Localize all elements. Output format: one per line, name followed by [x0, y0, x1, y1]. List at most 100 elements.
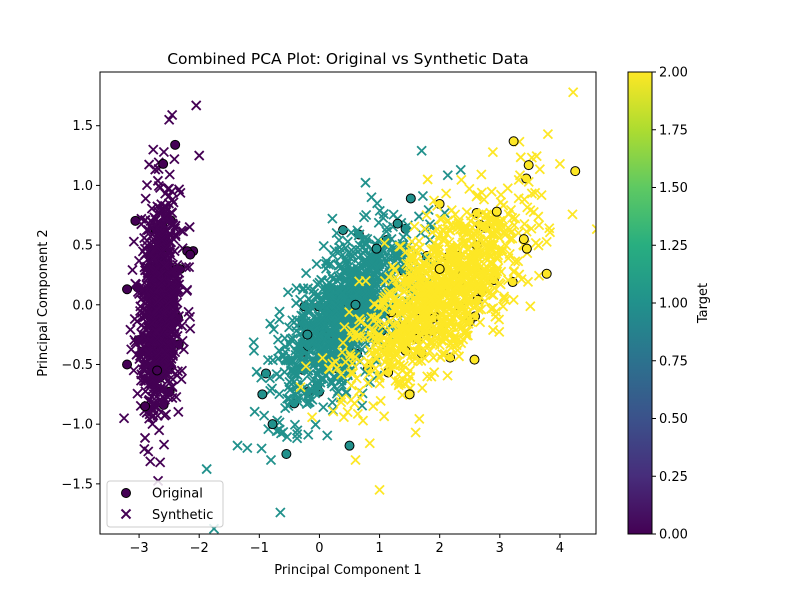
synthetic-point: [440, 289, 451, 300]
original-point: [404, 389, 415, 400]
synthetic-point: [425, 270, 436, 282]
synthetic-point: [172, 366, 184, 377]
synthetic-point: [285, 355, 296, 366]
synthetic-point: [471, 191, 482, 202]
synthetic-point: [366, 192, 377, 203]
synthetic-point: [410, 427, 421, 438]
synthetic-point: [373, 217, 384, 228]
synthetic-point: [274, 388, 285, 400]
synthetic-point: [201, 463, 212, 475]
original-point: [405, 193, 416, 204]
synthetic-point: [458, 315, 469, 326]
colorbar-tick-label: 1.75: [659, 123, 688, 138]
synthetic-point: [353, 258, 364, 269]
synthetic-point: [334, 242, 345, 253]
synthetic-point: [165, 250, 177, 261]
synthetic-point: [483, 276, 494, 288]
synthetic-point: [275, 428, 287, 439]
synthetic-point: [349, 398, 360, 409]
synthetic-point: [356, 234, 368, 246]
synthetic-point: [531, 151, 542, 162]
synthetic-point: [428, 352, 439, 363]
original-point: [140, 401, 151, 412]
colorbar-tick-label: 0.00: [659, 528, 688, 543]
synthetic-point: [444, 329, 456, 340]
synthetic-point: [318, 402, 329, 413]
x-tick-label: −1: [250, 541, 269, 556]
colorbar-ticks: 0.00 0.25 0.50 0.75 1.00 1.25 1.50 1.75 2.00: [652, 66, 688, 543]
synthetic-point: [139, 443, 150, 455]
synthetic-point: [178, 344, 189, 355]
colorbar-tick-label: 1.50: [659, 181, 688, 196]
synthetic-point: [554, 158, 566, 170]
x-tick-label: −2: [190, 541, 209, 556]
synthetic-point: [183, 306, 194, 317]
synthetic-point: [450, 281, 461, 293]
synthetic-point: [163, 375, 174, 386]
synthetic-point: [151, 264, 162, 275]
synthetic-point: [136, 328, 147, 339]
synthetic-point: [389, 352, 400, 363]
synthetic-point: [132, 388, 143, 399]
original-point: [392, 218, 403, 229]
synthetic-point: [385, 359, 396, 370]
synthetic-point: [479, 269, 490, 280]
synthetic-point: [295, 382, 306, 393]
synthetic-point: [401, 335, 412, 346]
colorbar-tick-label: 0.25: [659, 470, 688, 485]
synthetic-point: [453, 351, 465, 362]
synthetic-point: [355, 316, 367, 327]
synthetic-point: [148, 144, 159, 155]
synthetic-point: [463, 280, 474, 291]
synthetic-point: [424, 234, 436, 246]
original-point: [170, 139, 181, 150]
synthetic-point: [168, 264, 179, 276]
colorbar-gradient: [627, 71, 653, 535]
synthetic-point: [337, 337, 349, 348]
synthetic-point: [396, 320, 407, 331]
synthetic-point: [515, 152, 526, 163]
synthetic-point: [462, 308, 473, 320]
legend: Original Synthetic: [106, 480, 224, 528]
x-axis: −3 −2 −1 0 1 2 3 4: [129, 534, 564, 556]
synthetic-point: [159, 260, 170, 271]
original-point: [491, 206, 502, 217]
synthetic-point: [414, 242, 426, 253]
synthetic-point: [442, 170, 453, 181]
synthetic-point: [127, 264, 138, 276]
synthetic-point: [335, 332, 346, 343]
plot-frame: [99, 71, 597, 535]
synthetic-point: [342, 407, 353, 418]
synthetic-point: [447, 280, 458, 291]
synthetic-point: [470, 229, 482, 241]
synthetic-point: [381, 226, 392, 237]
synthetic-point: [504, 248, 515, 260]
colorbar-tick-label: 0.50: [659, 412, 688, 427]
synthetic-point: [303, 369, 314, 380]
synthetic-point: [161, 241, 172, 253]
synthetic-point: [170, 220, 181, 231]
synthetic-point: [153, 425, 165, 436]
synthetic-point: [249, 406, 260, 417]
synthetic-point: [125, 324, 136, 335]
synthetic-point: [492, 253, 503, 264]
synthetic-point: [300, 267, 312, 279]
original-point: [267, 419, 278, 430]
synthetic-point: [456, 174, 467, 186]
synthetic-point: [274, 306, 285, 317]
synthetic-point: [367, 326, 378, 337]
synthetic-point: [567, 209, 578, 220]
synthetic-point: [317, 352, 328, 364]
synthetic-point: [388, 303, 399, 314]
original-point: [434, 263, 445, 274]
synthetic-point: [544, 223, 555, 234]
synthetic-point: [476, 169, 487, 180]
synthetic-point: [445, 342, 457, 353]
synthetic-point: [485, 271, 497, 282]
synthetic-point: [314, 382, 326, 393]
synthetic-point: [413, 314, 424, 325]
colorbar-label: Target: [696, 283, 711, 324]
original-point: [523, 160, 534, 171]
synthetic-point: [422, 174, 433, 185]
synthetic-point: [507, 212, 518, 224]
